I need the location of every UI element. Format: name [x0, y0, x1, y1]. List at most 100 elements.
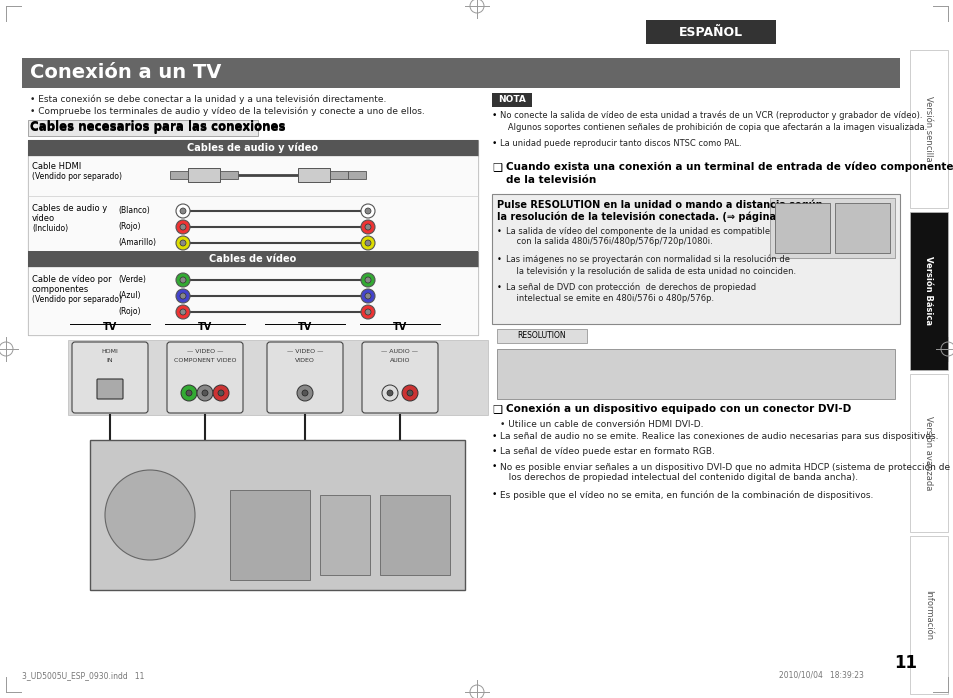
Text: • Esta conexión se debe conectar a la unidad y a una televisión directamente.: • Esta conexión se debe conectar a la un…: [30, 95, 386, 105]
Text: Conexión a un dispositivo equipado con un conector DVI-D: Conexión a un dispositivo equipado con u…: [505, 404, 850, 415]
Circle shape: [407, 390, 413, 396]
Bar: [492, 194, 899, 324]
Text: RESOLUTION: RESOLUTION: [517, 332, 566, 341]
Text: TV: TV: [393, 322, 407, 332]
Text: 2010/10/04   18:39:23: 2010/10/04 18:39:23: [779, 671, 863, 680]
Text: HDMI: HDMI: [101, 349, 118, 354]
Text: (Vendido por separado): (Vendido por separado): [32, 295, 122, 304]
Text: ❑: ❑: [492, 162, 501, 172]
Bar: [28, 140, 477, 156]
Circle shape: [186, 390, 192, 396]
Text: Las imágenes no se proyectarán con normalidad si la resolución de
    la televis: Las imágenes no se proyectarán con norma…: [505, 255, 796, 276]
Text: La señal de vídeo puede estar en formato RGB.: La señal de vídeo puede estar en formato…: [499, 447, 714, 456]
Bar: [909, 536, 947, 694]
Bar: [28, 140, 477, 335]
Circle shape: [180, 208, 186, 214]
Circle shape: [218, 390, 224, 396]
Text: Cables necesarios para las conexiones: Cables necesarios para las conexiones: [30, 121, 285, 134]
Text: ESPAÑOL: ESPAÑOL: [679, 26, 742, 38]
Text: ❑: ❑: [492, 404, 501, 414]
Circle shape: [360, 305, 375, 319]
Circle shape: [175, 273, 190, 287]
Bar: [170, 345, 240, 410]
Bar: [492, 93, 532, 107]
Circle shape: [180, 240, 186, 246]
Text: (Incluido): (Incluido): [32, 224, 68, 233]
Text: Pulse RESOLUTION en la unidad o mando a distancia según: Pulse RESOLUTION en la unidad o mando a …: [497, 200, 821, 211]
Circle shape: [365, 208, 371, 214]
Circle shape: [360, 220, 375, 234]
Bar: [270, 345, 339, 410]
Text: Cable HDMI: Cable HDMI: [32, 162, 81, 171]
Bar: [28, 196, 477, 251]
Text: •: •: [492, 462, 497, 471]
Text: Conexión a un TV: Conexión a un TV: [30, 64, 221, 82]
Circle shape: [175, 236, 190, 250]
Bar: [297, 168, 330, 182]
Bar: [68, 340, 488, 415]
Text: (Rojo): (Rojo): [118, 222, 140, 231]
Text: •: •: [497, 227, 501, 236]
FancyBboxPatch shape: [267, 342, 343, 413]
Circle shape: [180, 293, 186, 299]
Circle shape: [365, 240, 371, 246]
Bar: [348, 171, 366, 179]
Circle shape: [360, 273, 375, 287]
Circle shape: [180, 224, 186, 230]
Bar: [497, 329, 586, 343]
Text: — VIDEO —: — VIDEO —: [187, 349, 223, 354]
Text: •: •: [492, 432, 497, 441]
Text: Cuando exista una conexión a un terminal de entrada de vídeo componente: Cuando exista una conexión a un terminal…: [505, 162, 952, 172]
Text: vídeo: vídeo: [32, 214, 55, 223]
Bar: [365, 345, 435, 410]
Bar: [497, 349, 894, 399]
Circle shape: [175, 204, 190, 218]
Circle shape: [401, 385, 417, 401]
Text: Versión sencilla: Versión sencilla: [923, 96, 933, 162]
Text: Cables de audio y: Cables de audio y: [32, 204, 107, 213]
Text: — AUDIO —: — AUDIO —: [381, 349, 418, 354]
Text: — VIDEO —: — VIDEO —: [287, 349, 323, 354]
FancyBboxPatch shape: [71, 342, 148, 413]
Circle shape: [175, 289, 190, 303]
Circle shape: [360, 204, 375, 218]
Text: La salida de vídeo del componente de la unidad es compatible
    con la salida 4: La salida de vídeo del componente de la …: [505, 227, 769, 246]
Text: TV: TV: [297, 322, 312, 332]
Bar: [834, 203, 889, 253]
Text: • Compruebe los terminales de audio y vídeo de la televisión y conecte a uno de : • Compruebe los terminales de audio y ví…: [30, 107, 424, 117]
Bar: [28, 120, 257, 136]
Text: (Amarillo): (Amarillo): [118, 238, 156, 247]
Text: (Azul): (Azul): [118, 291, 140, 300]
Text: AUDIO: AUDIO: [390, 358, 410, 363]
Circle shape: [360, 289, 375, 303]
Text: No es posible enviar señales a un dispositivo DVI-D que no admita HDCP (sistema : No es posible enviar señales a un dispos…: [499, 462, 949, 482]
Text: •: •: [497, 255, 501, 264]
Text: (Rojo): (Rojo): [118, 307, 140, 316]
Circle shape: [365, 309, 371, 315]
Text: (Vendido por separado): (Vendido por separado): [32, 172, 122, 181]
Text: VIDEO: VIDEO: [294, 358, 314, 363]
Text: La unidad puede reproducir tanto discos NTSC como PAL.: La unidad puede reproducir tanto discos …: [499, 139, 740, 148]
Circle shape: [175, 305, 190, 319]
Bar: [28, 251, 477, 267]
Text: Información: Información: [923, 590, 933, 640]
Bar: [330, 171, 348, 179]
Circle shape: [296, 385, 313, 401]
Text: COMPONENT VIDEO: COMPONENT VIDEO: [173, 358, 236, 363]
Bar: [319, 495, 370, 575]
Text: TV: TV: [197, 322, 212, 332]
Bar: [170, 171, 188, 179]
Text: La señal de audio no se emite. Realice las conexiones de audio necesarias para s: La señal de audio no se emite. Realice l…: [499, 432, 938, 441]
Circle shape: [180, 309, 186, 315]
Text: (Blanco): (Blanco): [118, 206, 150, 215]
Text: La señal de DVD con protección  de derechos de propiedad
    intelectual se emit: La señal de DVD con protección de derech…: [505, 283, 756, 303]
Text: •: •: [492, 490, 497, 499]
Circle shape: [381, 385, 397, 401]
Text: • Utilice un cable de conversión HDMI DVI-D.: • Utilice un cable de conversión HDMI DV…: [499, 420, 702, 429]
Bar: [188, 168, 220, 182]
Text: Cable de vídeo por: Cable de vídeo por: [32, 275, 112, 284]
Text: NOTA: NOTA: [497, 96, 525, 105]
Text: de la televisión: de la televisión: [505, 175, 596, 185]
Bar: [909, 50, 947, 208]
Text: Cables necesarios para las conexiones: Cables necesarios para las conexiones: [30, 120, 285, 133]
